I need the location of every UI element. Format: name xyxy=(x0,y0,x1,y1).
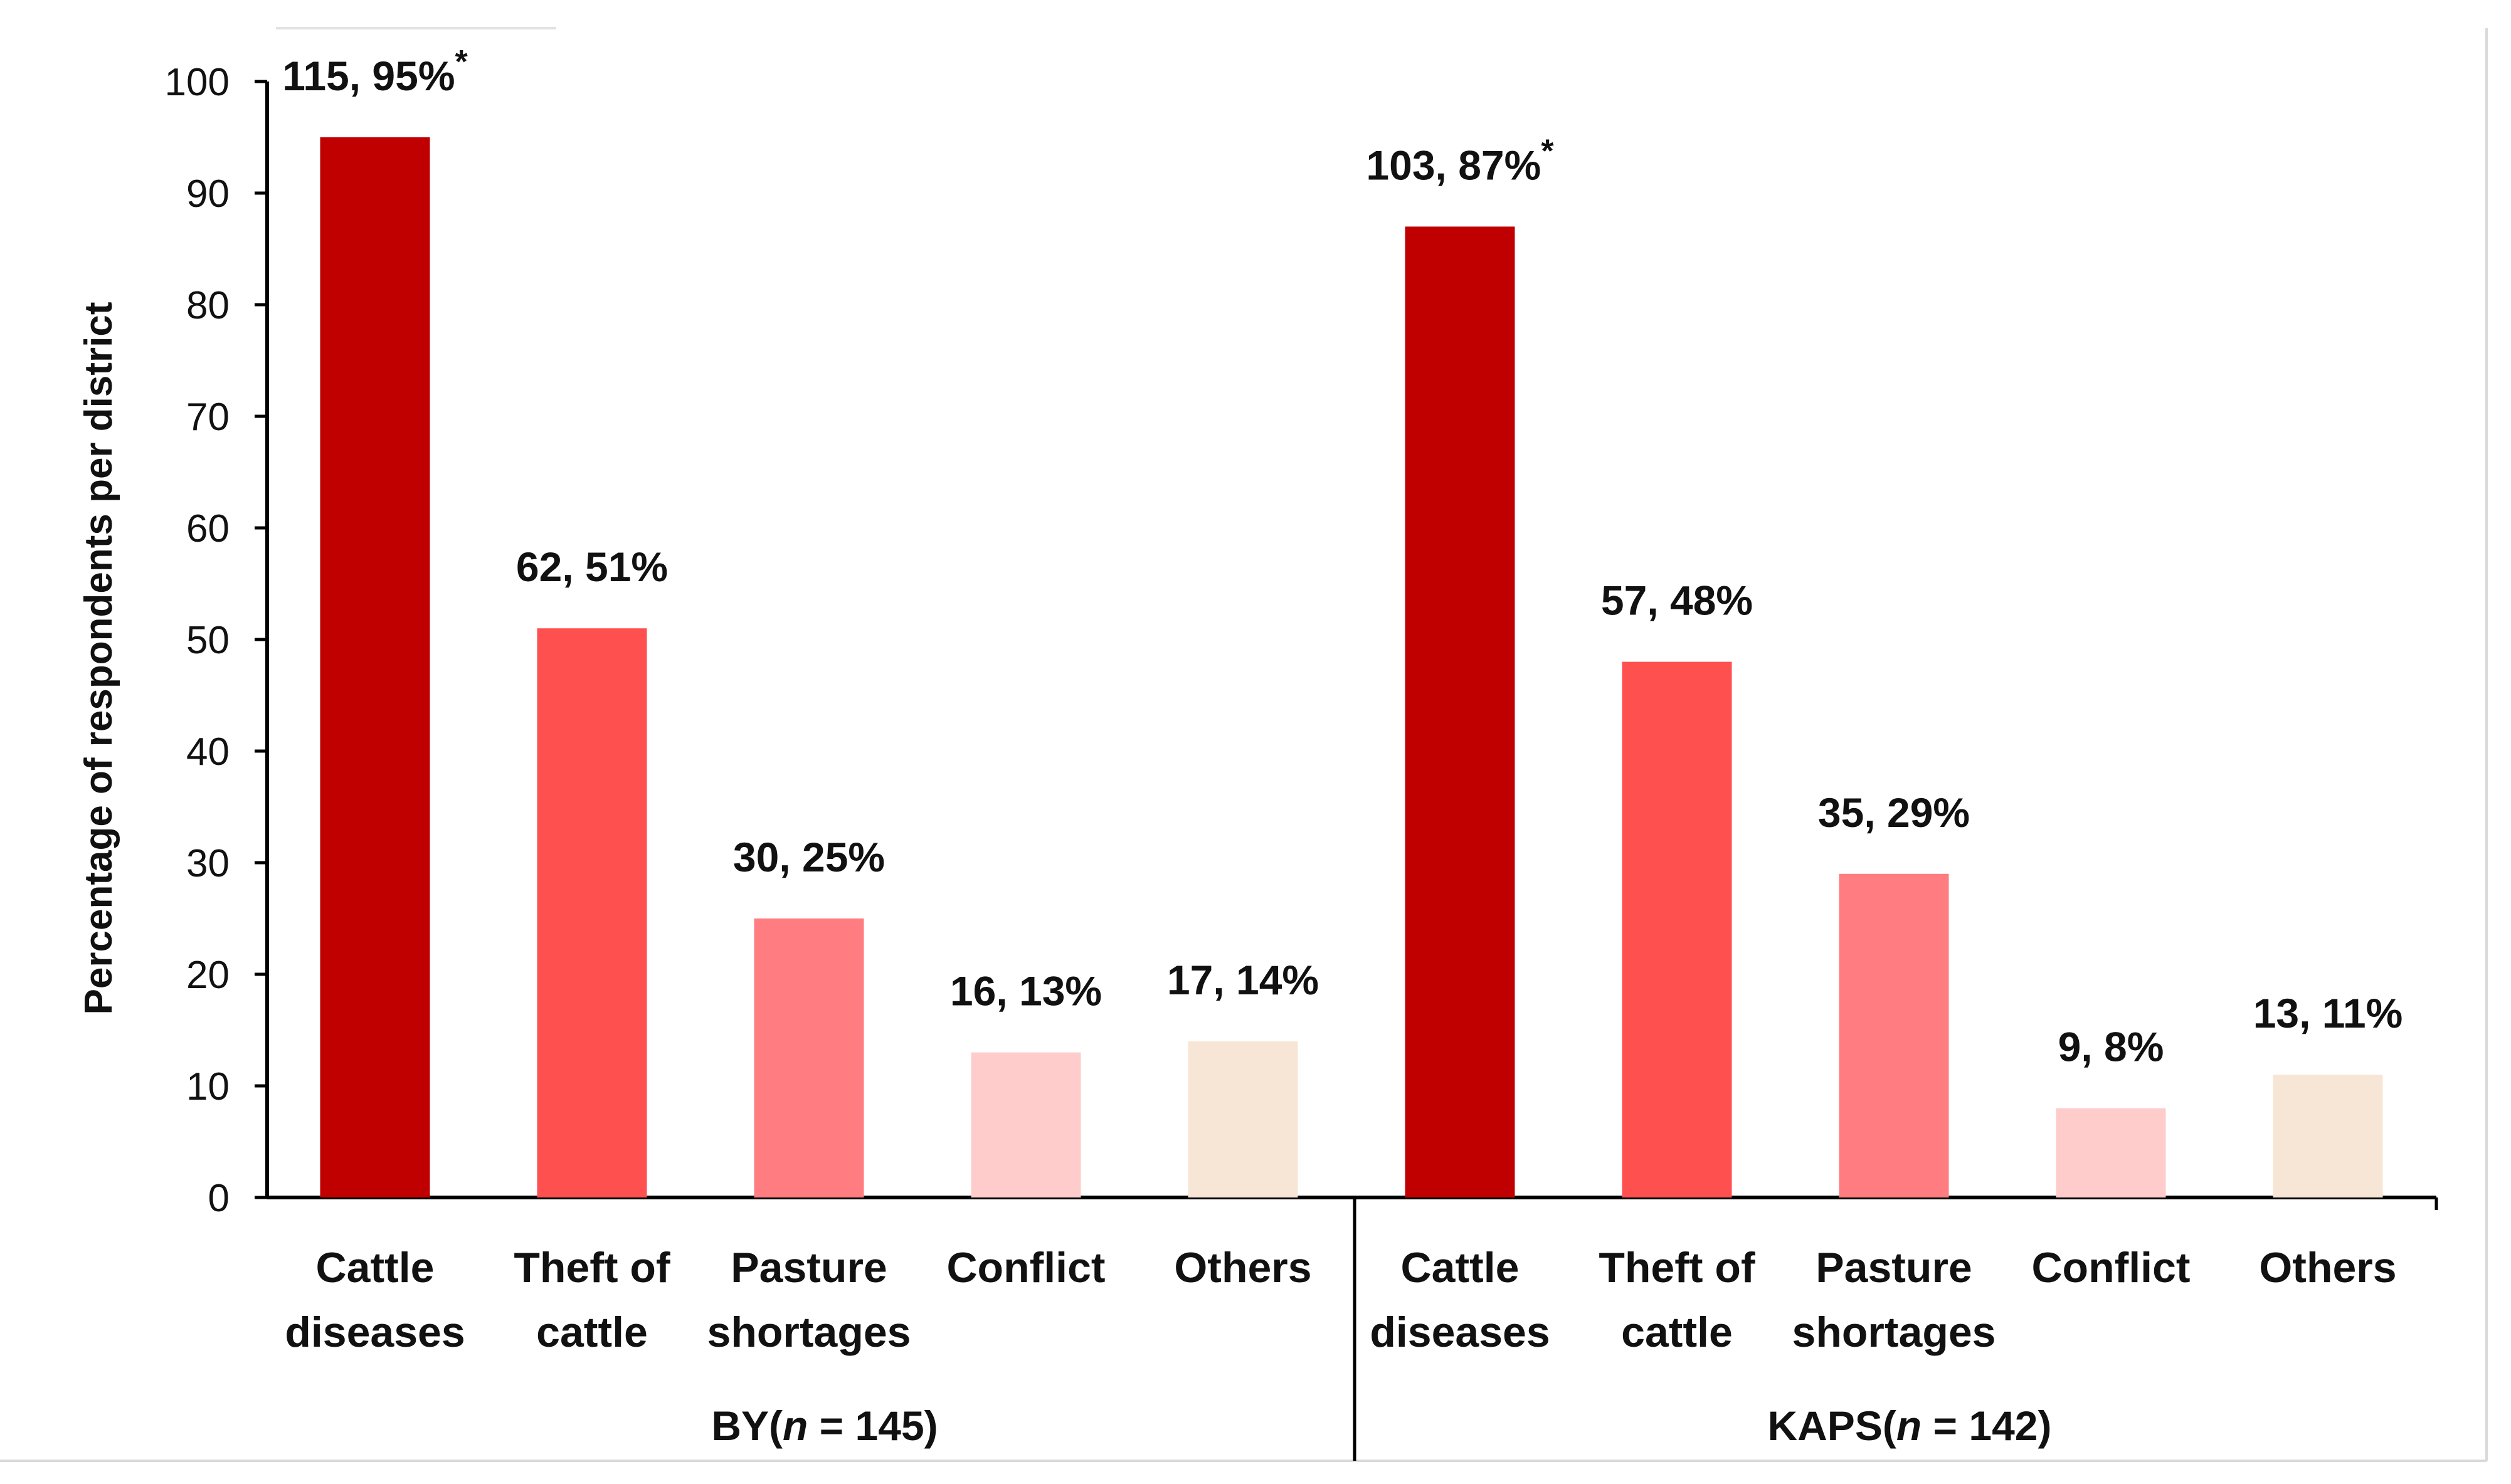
data-label: 35, 29% xyxy=(1818,789,1970,836)
category-label-line2: shortages xyxy=(1792,1308,1996,1356)
data-label: 17, 14% xyxy=(1167,957,1319,1003)
data-label: 9, 8% xyxy=(2058,1024,2164,1070)
y-tick-label: 70 xyxy=(186,396,230,439)
y-tick-label: 60 xyxy=(186,507,230,550)
category-label-line1: Pasture xyxy=(1816,1244,1972,1292)
category-label-line2: shortages xyxy=(707,1308,911,1356)
category-label-line1: Others xyxy=(2259,1244,2396,1292)
group-label-kaps: KAPS(n = 142) xyxy=(1767,1402,2051,1449)
bar-by-2 xyxy=(537,628,647,1197)
y-tick-label: 10 xyxy=(186,1065,230,1108)
category-label-line1: Theft of xyxy=(1599,1244,1755,1292)
bar-by-1 xyxy=(320,137,430,1197)
data-label: 30, 25% xyxy=(733,834,885,880)
data-label: 103, 87%* xyxy=(1366,133,1554,188)
category-label-line2: diseases xyxy=(285,1308,465,1356)
bar-by-3 xyxy=(754,918,864,1197)
y-tick-label: 50 xyxy=(186,619,230,662)
data-label: 13, 11% xyxy=(2253,990,2403,1036)
category-label-line1: Others xyxy=(1174,1244,1311,1292)
y-tick-label: 40 xyxy=(186,730,230,774)
category-label-line2: cattle xyxy=(1621,1308,1733,1356)
y-tick-label: 20 xyxy=(186,954,230,997)
significance-star: * xyxy=(455,44,468,80)
category-label-line2: cattle xyxy=(536,1308,648,1356)
bar-by-5 xyxy=(1188,1041,1298,1197)
y-tick-label: 90 xyxy=(186,172,230,216)
category-label-line1: Conflict xyxy=(2031,1244,2190,1292)
category-label-line1: Conflict xyxy=(946,1244,1105,1292)
bar-kaps-1 xyxy=(1405,226,1515,1197)
category-label-line1: Cattle xyxy=(1401,1244,1520,1292)
group-label-by: BY(n = 145) xyxy=(711,1402,938,1449)
category-label-line2: diseases xyxy=(1370,1308,1550,1356)
y-tick-label: 100 xyxy=(165,61,230,104)
y-tick-label: 80 xyxy=(186,284,230,327)
data-label: 57, 48% xyxy=(1601,577,1753,624)
y-axis-label: Percentage of respondents per district xyxy=(77,302,120,1015)
bar-kaps-3 xyxy=(1839,873,1949,1197)
category-label-line1: Cattle xyxy=(316,1244,435,1292)
y-tick-label: 0 xyxy=(208,1177,230,1220)
data-label: 62, 51% xyxy=(516,544,668,590)
data-label: 115, 95%* xyxy=(282,44,468,99)
bar-kaps-4 xyxy=(2056,1108,2166,1197)
data-label: 16, 13% xyxy=(950,968,1102,1014)
significance-star: * xyxy=(1541,133,1554,169)
bar-kaps-5 xyxy=(2273,1075,2383,1197)
y-tick-label: 30 xyxy=(186,842,230,885)
category-label-line1: Pasture xyxy=(731,1244,887,1292)
bar-kaps-2 xyxy=(1622,661,1732,1197)
bar-by-4 xyxy=(971,1052,1081,1197)
category-label-line1: Theft of xyxy=(514,1244,670,1292)
